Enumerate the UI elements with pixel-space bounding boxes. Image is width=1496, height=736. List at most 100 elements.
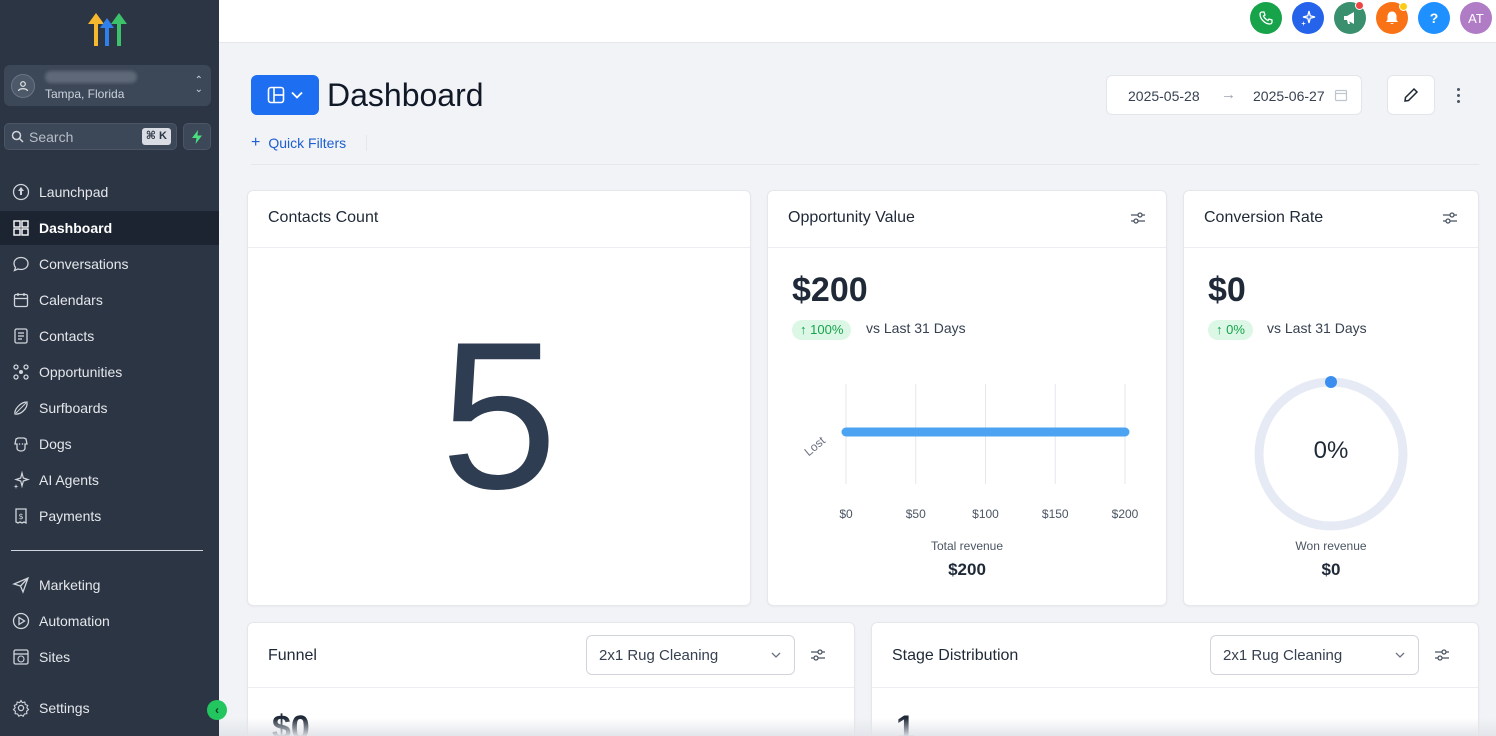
sidebar-item-label: Dashboard	[39, 220, 113, 236]
notification-dot	[1399, 2, 1408, 11]
card-header: Stage Distribution 2x1 Rug Cleaning	[872, 623, 1478, 688]
filter-settings-icon[interactable]	[1442, 210, 1458, 226]
search-shortcut: ⌘ K	[141, 128, 171, 145]
ai-assistant-button[interactable]	[1292, 2, 1324, 34]
pipeline-select[interactable]: 2x1 Rug Cleaning	[1210, 635, 1419, 675]
sidebar-item-label: Payments	[39, 508, 102, 524]
filter-settings-icon[interactable]	[810, 647, 826, 663]
sidebar-item-label: Surfboards	[39, 400, 108, 416]
search-input[interactable]: Search ⌘ K	[4, 123, 177, 150]
app-logo[interactable]	[86, 10, 128, 48]
user-avatar[interactable]: AT	[1460, 2, 1492, 34]
sidebar: Tampa, Florida ⌃ ⌄ Search ⌘ K Launchpad D…	[0, 0, 227, 736]
date-range-picker[interactable]: 2025-05-28 → 2025-06-27	[1106, 75, 1362, 115]
svg-text:$: $	[18, 512, 23, 521]
quick-filters-button[interactable]: + Quick Filters	[251, 134, 346, 152]
sidebar-item-label: AI Agents	[39, 472, 99, 488]
filter-settings-icon[interactable]	[1434, 647, 1450, 663]
date-end: 2025-06-27	[1253, 88, 1325, 104]
avatar-initials: AT	[1468, 10, 1484, 26]
sidebar-item-contacts[interactable]: Contacts	[0, 319, 219, 353]
announcements-button[interactable]	[1334, 1, 1366, 34]
x-tick-label: $0	[839, 507, 853, 521]
change-percent: 0%	[1226, 322, 1245, 337]
arrow-up-icon: ↑	[1216, 322, 1223, 337]
layout-icon	[267, 86, 285, 104]
plus-icon: +	[251, 134, 261, 151]
contacts-icon	[11, 326, 31, 346]
phone-icon	[1259, 11, 1273, 25]
card-header: Funnel 2x1 Rug Cleaning	[248, 623, 854, 688]
sidebar-item-label: Dogs	[39, 436, 72, 452]
pipeline-select[interactable]: 2x1 Rug Cleaning	[586, 635, 795, 675]
more-options-icon[interactable]	[1451, 84, 1465, 106]
arrow-right-icon: →	[1221, 86, 1236, 103]
sidebar-item-settings[interactable]: Settings	[0, 691, 219, 725]
chevron-down-icon	[291, 91, 303, 99]
calendar-icon	[1334, 89, 1348, 102]
x-tick-label: $200	[1112, 507, 1139, 521]
filter-settings-icon[interactable]	[1130, 210, 1146, 226]
sidebar-item-automation[interactable]: Automation	[0, 604, 219, 638]
sidebar-item-label: Conversations	[39, 256, 129, 272]
header-divider	[251, 164, 1479, 165]
card-title: Funnel	[268, 647, 317, 664]
launchpad-icon	[11, 182, 31, 202]
sidebar-item-label: Sites	[39, 649, 71, 665]
x-tick-label: $150	[1042, 507, 1069, 521]
sidebar-item-surfboards[interactable]: Surfboards	[0, 391, 219, 425]
won-revenue-value: $0	[1321, 560, 1341, 579]
page-title: Dashboard	[327, 77, 484, 113]
sparkle-icon	[1301, 10, 1316, 26]
dashboard-switcher-button[interactable]	[251, 75, 319, 115]
sidebar-item-conversations[interactable]: Conversations	[0, 247, 219, 281]
sidebar-item-launchpad[interactable]: Launchpad	[0, 175, 219, 209]
top-bar: ? AT	[219, 0, 1496, 43]
pipeline-select-value: 2x1 Rug Cleaning	[599, 647, 719, 664]
change-percent: 100%	[810, 322, 844, 337]
chevron-left-icon: ‹	[215, 703, 219, 717]
sidebar-item-dogs[interactable]: Dogs	[0, 427, 219, 461]
scroll-fade	[219, 718, 1496, 736]
sidebar-item-marketing[interactable]: Marketing	[0, 568, 219, 602]
opportunity-bar-chart: $0 $50 $100 $150 $200 Lost	[802, 384, 1139, 521]
conversion-value: $0	[1208, 271, 1246, 309]
sidebar-item-label: Launchpad	[39, 184, 109, 200]
sidebar-item-payments[interactable]: $ Payments	[0, 499, 219, 533]
calendar-icon	[11, 290, 31, 310]
pencil-icon	[1404, 87, 1419, 102]
account-name-redacted	[45, 71, 137, 83]
total-revenue-value: $200	[948, 560, 986, 579]
sidebar-item-label: Opportunities	[39, 364, 123, 380]
sidebar-item-calendars[interactable]: Calendars	[0, 283, 219, 317]
phone-button[interactable]	[1250, 2, 1282, 34]
filters-separator	[366, 135, 367, 151]
card-header: Contacts Count	[248, 191, 750, 248]
sidebar-item-label: Calendars	[39, 292, 103, 308]
card-title: Stage Distribution	[892, 647, 1019, 664]
collapse-sidebar-button[interactable]: ‹	[207, 700, 227, 720]
comparison-text: vs Last 31 Days	[1267, 320, 1367, 336]
x-tick-label: $50	[906, 507, 926, 521]
sidebar-item-dashboard[interactable]: Dashboard	[0, 211, 219, 245]
search-placeholder: Search	[29, 129, 74, 145]
sparkle-icon	[11, 470, 31, 490]
edit-dashboard-button[interactable]	[1387, 75, 1435, 115]
account-switcher[interactable]: Tampa, Florida ⌃ ⌄	[4, 65, 211, 106]
sidebar-item-sites[interactable]: Sites	[0, 640, 219, 674]
sidebar-item-opportunities[interactable]: Opportunities	[0, 355, 219, 389]
notifications-button[interactable]	[1376, 2, 1408, 34]
chevron-down-icon	[1395, 652, 1405, 658]
help-button[interactable]: ?	[1418, 2, 1450, 34]
opportunity-value-card: Opportunity Value $200 ↑ 100% vs Last 31…	[767, 190, 1167, 606]
quick-actions-button[interactable]	[183, 123, 211, 150]
card-header: Opportunity Value	[768, 191, 1166, 248]
help-label: ?	[1429, 10, 1439, 26]
conversion-gauge	[1254, 376, 1408, 531]
arrow-up-icon: ↑	[800, 322, 807, 337]
sidebar-item-ai-agents[interactable]: AI Agents	[0, 463, 219, 497]
won-revenue-label: Won revenue	[1295, 539, 1367, 553]
x-tick-label: $100	[972, 507, 999, 521]
surfboard-icon	[11, 398, 31, 418]
globe-window-icon	[11, 647, 31, 667]
